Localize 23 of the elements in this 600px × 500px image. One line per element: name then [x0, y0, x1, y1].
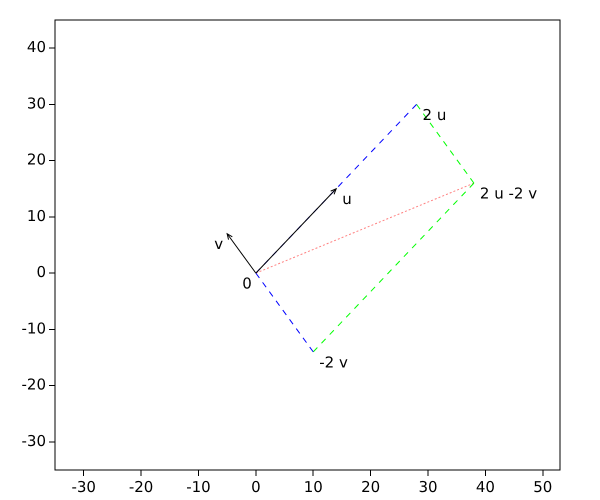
- y-tick-label: -30: [22, 432, 46, 450]
- annotation: -2 v: [319, 353, 348, 372]
- y-tick-label: 0: [36, 263, 46, 282]
- y-tick-label: 10: [26, 206, 46, 225]
- x-tick-label: 0: [251, 478, 261, 496]
- annotation: 2 u -2 v: [480, 184, 538, 203]
- x-tick-label: 50: [533, 478, 552, 496]
- y-tick-label: 30: [26, 94, 46, 112]
- x-tick-label: 30: [418, 478, 438, 496]
- annotation: 0: [242, 274, 252, 293]
- annotation: u: [342, 190, 352, 208]
- annotation: v: [214, 235, 224, 254]
- y-tick-label: -10: [22, 319, 46, 338]
- x-tick-label: -10: [186, 478, 211, 496]
- x-tick-label: 20: [361, 478, 380, 496]
- x-tick-label: -30: [71, 478, 96, 496]
- y-tick-label: -20: [22, 376, 46, 394]
- y-tick-label: 40: [26, 38, 46, 56]
- x-tick-label: 10: [304, 478, 323, 496]
- x-tick-label: 40: [476, 478, 495, 496]
- y-tick-label: 20: [26, 150, 46, 169]
- annotation: 2 u: [422, 106, 446, 124]
- x-tick-label: -20: [128, 478, 154, 496]
